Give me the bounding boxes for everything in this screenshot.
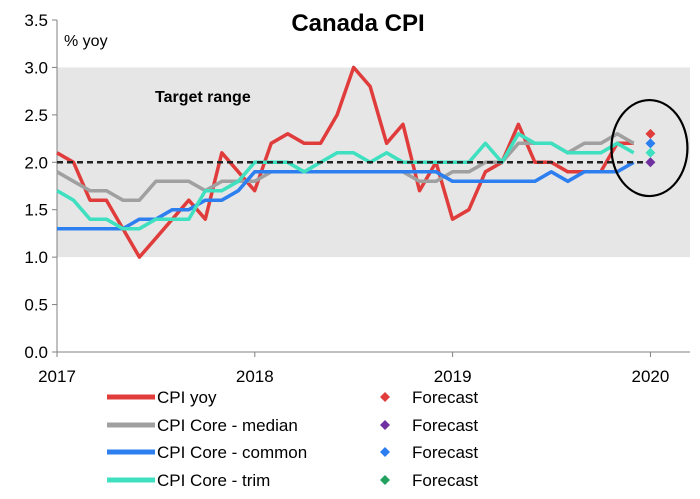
y-tick-label: 3.0 <box>24 58 48 77</box>
forecast-highlight-circle <box>610 98 689 198</box>
forecast-marker-1 <box>645 128 656 139</box>
y-tick-label: 2.5 <box>24 106 48 125</box>
legend-forecast-marker-1 <box>380 392 390 402</box>
legend-label-2: CPI Core - median <box>157 416 298 435</box>
legend-forecast-label-3: Forecast <box>412 443 478 462</box>
series-line-4 <box>56 132 635 231</box>
x-tick-label: 2018 <box>236 367 274 386</box>
legend-forecast-marker-3 <box>380 447 390 457</box>
legend: CPI yoy Forecast CPI Core - median Forecast… <box>107 388 478 490</box>
legend-forecast-label-4: Forecast <box>412 471 478 490</box>
legend-label-1: CPI yoy <box>157 388 217 407</box>
x-tick-label: 2020 <box>632 367 670 386</box>
plot-area: 0.0 0.5 1.0 1.5 2.0 2.5 3.0 3.5 2017 2018 2019 2020 <box>24 11 690 386</box>
legend-label-3: CPI Core - common <box>157 443 307 462</box>
chart-title: Canada CPI <box>291 10 424 37</box>
y-tick-label: 0.0 <box>24 343 48 362</box>
x-tick-label: 2019 <box>434 367 472 386</box>
forecast-marker-4 <box>645 147 656 158</box>
y-tick-label: 1.5 <box>24 201 48 220</box>
legend-forecast-marker-2 <box>380 420 390 430</box>
forecast-marker-3 <box>645 138 656 149</box>
y-tick-label: 2.0 <box>24 153 48 172</box>
legend-forecast-label-1: Forecast <box>412 388 478 407</box>
y-tick-label: 3.5 <box>24 11 48 30</box>
legend-forecast-marker-4 <box>380 475 390 485</box>
y-axis-label: % yoy <box>64 33 108 50</box>
x-tick-label: 2017 <box>38 367 76 386</box>
legend-forecast-label-2: Forecast <box>412 416 478 435</box>
forecast-marker-2 <box>645 157 656 168</box>
legend-label-4: CPI Core - trim <box>157 471 270 490</box>
y-tick-label: 1.0 <box>24 248 48 267</box>
y-tick-label: 0.5 <box>24 296 48 315</box>
target-range-label: Target range <box>155 89 251 106</box>
